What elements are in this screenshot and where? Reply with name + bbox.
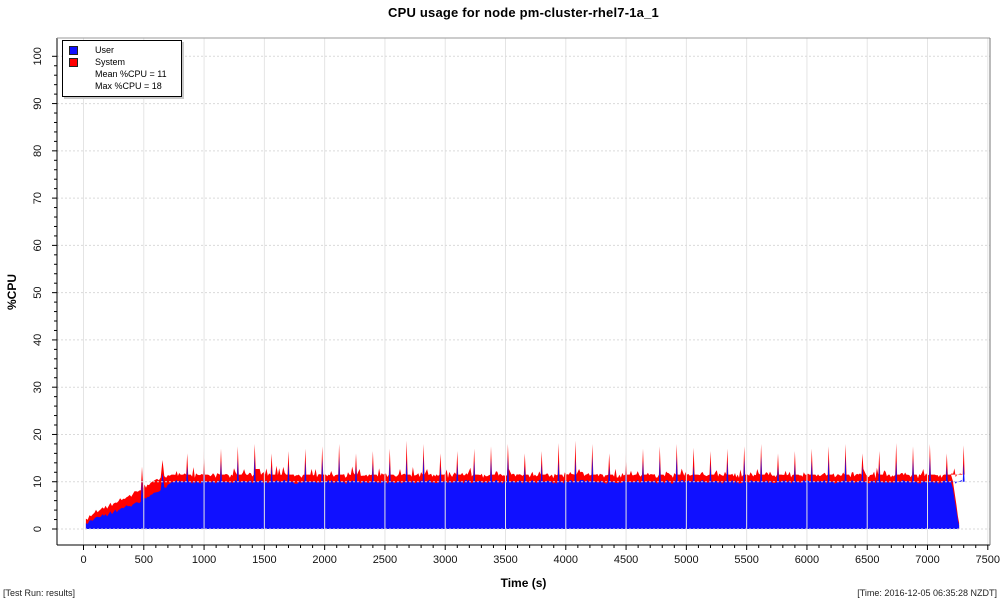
y-tick-label: 100 bbox=[32, 47, 44, 65]
x-tick-label: 1000 bbox=[192, 554, 216, 566]
x-tick-label: 7500 bbox=[976, 554, 1000, 566]
y-tick-label: 90 bbox=[32, 97, 44, 109]
x-tick-label: 3500 bbox=[493, 554, 517, 566]
x-tick-label: 6500 bbox=[855, 554, 879, 566]
x-tick-label: 2500 bbox=[373, 554, 397, 566]
legend-stat-mean: Mean %CPU = 11 bbox=[95, 69, 167, 79]
x-tick-label: 5500 bbox=[734, 554, 758, 566]
x-tick-label: 4000 bbox=[554, 554, 578, 566]
y-tick-label: 40 bbox=[32, 334, 44, 346]
y-tick-label: 0 bbox=[32, 526, 44, 532]
x-tick-label: 2000 bbox=[312, 554, 336, 566]
y-tick-label: 30 bbox=[32, 381, 44, 393]
x-tick-label: 0 bbox=[80, 554, 86, 566]
x-tick-label: 3000 bbox=[433, 554, 457, 566]
footer-timestamp: [Time: 2016-12-05 06:35:28 NZDT] bbox=[857, 588, 997, 598]
axes bbox=[56, 37, 991, 546]
legend-item-system: System bbox=[67, 56, 177, 68]
system-swatch bbox=[69, 57, 78, 67]
area-series bbox=[85, 440, 965, 529]
gridlines bbox=[57, 38, 990, 545]
legend-item-user: User bbox=[67, 44, 177, 56]
user-swatch bbox=[69, 45, 78, 55]
y-tick-label: 70 bbox=[32, 192, 44, 204]
y-axis-title: %CPU bbox=[5, 274, 19, 311]
x-tick-label: 4500 bbox=[614, 554, 638, 566]
y-tick-label: 10 bbox=[32, 476, 44, 488]
legend-label-system: System bbox=[95, 57, 126, 67]
tick-labels: 0 500 1000 1500 2000 2500 3000 3500 4000 4500 5000… bbox=[32, 47, 1000, 566]
footer-test-run: [Test Run: results] bbox=[3, 588, 76, 598]
x-axis-title: Time (s) bbox=[500, 576, 547, 590]
legend-stat-max: Max %CPU = 18 bbox=[95, 81, 162, 91]
chart-title: CPU usage for node pm-cluster-rhel7-1a_1 bbox=[388, 5, 659, 20]
x-tick-label: 5000 bbox=[674, 554, 698, 566]
x-tick-label: 500 bbox=[135, 554, 153, 566]
legend: User System Mean %CPU = 11 Max %CPU = 18 bbox=[62, 40, 182, 97]
x-tick-label: 7000 bbox=[915, 554, 939, 566]
y-tick-label: 80 bbox=[32, 145, 44, 157]
y-tick-label: 50 bbox=[32, 287, 44, 299]
x-tick-label: 6000 bbox=[795, 554, 819, 566]
legend-label-user: User bbox=[95, 45, 115, 55]
y-tick-label: 20 bbox=[32, 428, 44, 440]
y-tick-label: 60 bbox=[32, 239, 44, 251]
x-tick-label: 1500 bbox=[252, 554, 276, 566]
